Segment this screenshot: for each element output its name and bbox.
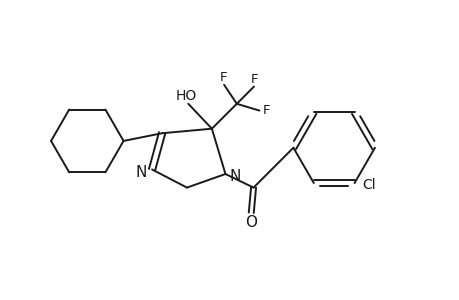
Text: N: N bbox=[135, 165, 146, 180]
Text: Cl: Cl bbox=[362, 178, 375, 192]
Text: HO: HO bbox=[175, 88, 196, 103]
Text: F: F bbox=[219, 71, 226, 84]
Text: F: F bbox=[263, 104, 270, 117]
Text: F: F bbox=[251, 73, 258, 86]
Text: N: N bbox=[229, 169, 240, 184]
Text: O: O bbox=[245, 215, 257, 230]
